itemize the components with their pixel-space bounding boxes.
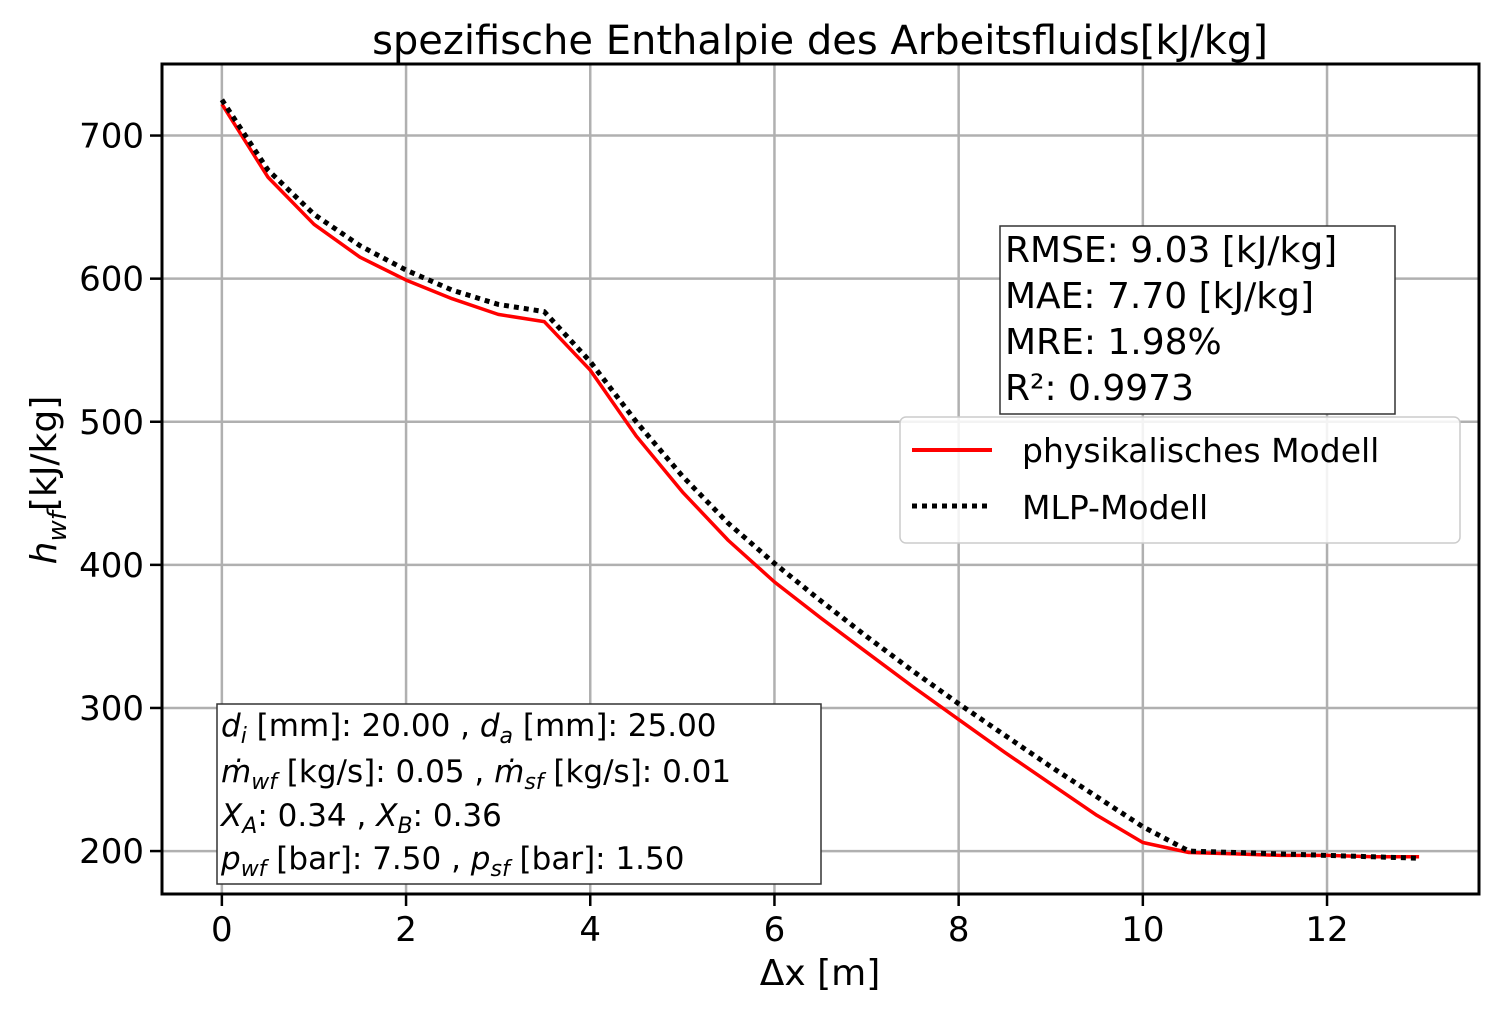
y-tick-label: 300 [79, 689, 144, 729]
y-tick-label: 600 [79, 260, 144, 300]
y-tick-label: 700 [79, 117, 144, 157]
series-line-mlp-modell [219, 98, 1420, 861]
x-tick-label: 4 [579, 910, 601, 950]
metric-mre: MRE: 1.98% [1005, 322, 1222, 363]
chart-title: spezifische Enthalpie des Arbeitsfluids[… [372, 18, 1268, 64]
series-line-physikalisches-modell [220, 103, 1420, 859]
params-box-frame [216, 703, 822, 885]
y-tick-label: 200 [79, 832, 144, 872]
x-tick-label: 6 [764, 910, 786, 950]
x-tick-label: 2 [395, 910, 417, 950]
metric-mae: MAE: 7.70 [kJ/kg] [1005, 276, 1314, 317]
legend: physikalisches Modell MLP-Modell [899, 416, 1461, 544]
y-axis-ticks: 200 300 400 500 600 700 [79, 117, 162, 872]
legend-label-mlp-modell: MLP-Modell [1022, 488, 1208, 527]
series-layer [219, 98, 1420, 861]
y-tick-label: 400 [79, 546, 144, 586]
param-fractions: XA: 0.34 , XB: 0.36 [219, 798, 502, 839]
metric-rmse: RMSE: 9.03 [kJ/kg] [1005, 230, 1337, 271]
params-box: di [mm]: 20.00 , da [mm]: 25.00 ṁwf [kg/… [216, 703, 822, 885]
plot-frame [160, 62, 1481, 896]
metric-r2: R²: 0.9973 [1005, 368, 1194, 409]
x-tick-label: 10 [1121, 910, 1164, 950]
x-axis-ticks: 0 2 4 6 8 10 12 [211, 894, 1349, 950]
y-axis-title: hwf[kJ/kg] [24, 396, 73, 565]
x-tick-label: 8 [948, 910, 970, 950]
param-mass-flows: ṁwf [kg/s]: 0.05 , ṁsf [kg/s]: 0.01 [221, 754, 731, 795]
metrics-box: RMSE: 9.03 [kJ/kg] MAE: 7.70 [kJ/kg] MRE… [999, 225, 1396, 415]
param-pressures: pwf [bar]: 7.50 , psf [bar]: 1.50 [220, 841, 685, 882]
y-tick-label: 500 [79, 403, 144, 443]
x-tick-label: 12 [1305, 910, 1348, 950]
legend-label-physikalisches-modell: physikalisches Modell [1022, 431, 1379, 470]
legend-frame [899, 416, 1461, 544]
x-tick-label: 0 [211, 910, 233, 950]
metrics-box-frame [999, 225, 1396, 415]
param-diameters: di [mm]: 20.00 , da [mm]: 25.00 [221, 708, 717, 749]
x-axis-title: Δx [m] [760, 953, 881, 994]
